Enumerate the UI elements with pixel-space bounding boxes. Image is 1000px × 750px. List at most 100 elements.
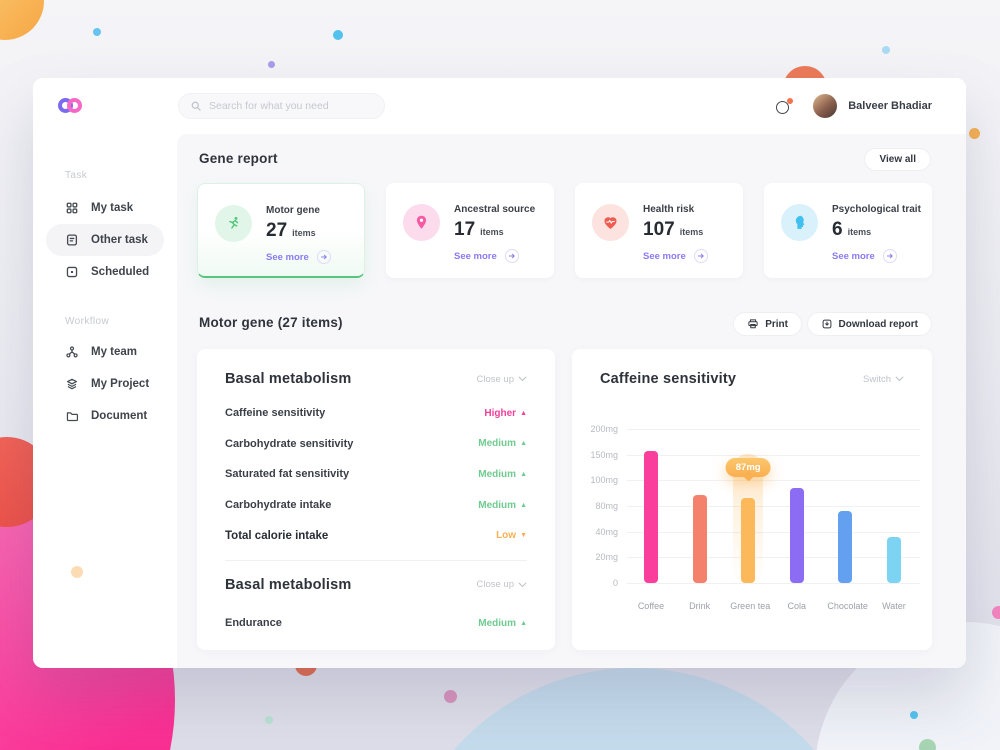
print-button[interactable]: Print (733, 312, 802, 336)
metric-value: Medium ▲ (478, 499, 527, 511)
folder-icon (66, 412, 79, 422)
stat-card-ancestral-source[interactable]: Ancestral source 17 items See more (386, 183, 554, 278)
metric-row-carbohydrate-intake[interactable]: Carbohydrate intake Medium ▲ (225, 499, 527, 512)
trend-up-icon: ▲ (520, 501, 527, 509)
chevron-down-icon (895, 376, 904, 382)
layers-icon (67, 378, 77, 390)
metric-row-endurance[interactable]: Endurance Medium ▲ (225, 617, 527, 630)
view-all-button[interactable]: View all (864, 148, 931, 171)
task-note-icon (66, 234, 78, 246)
decor-orange-circle-topleft (0, 0, 44, 40)
bar-coffee[interactable] (633, 429, 669, 583)
stat-card-psychological-trait[interactable]: Psychological trait 6 items See more (764, 183, 932, 278)
basal-metabolism-card: Basal metabolism Close up Caffeine sensi… (197, 349, 555, 650)
stat-card-unit: items (847, 227, 872, 237)
y-axis-tick: 200mg (590, 424, 618, 434)
trend-down-icon: ▼ (520, 532, 527, 540)
bar (692, 495, 707, 583)
decor-green-dot-bottom (919, 739, 936, 750)
search-icon (191, 101, 201, 111)
y-axis-tick: 0 (612, 578, 618, 588)
search-input[interactable]: Search for what you need (178, 93, 385, 119)
sidebar-item-scheduled[interactable]: Scheduled (33, 256, 177, 288)
x-axis-label: Cola (787, 601, 807, 611)
printer-icon (748, 319, 758, 329)
bars: 87mg (627, 429, 920, 583)
grid-icon (66, 202, 78, 214)
arrow-right-icon (693, 249, 708, 263)
y-axis-tick: 100mg (590, 475, 618, 486)
bar (741, 498, 756, 583)
stat-cards-row: Motor gene 27 items See more (197, 183, 932, 278)
stat-card-motor-gene[interactable]: Motor gene 27 items See more (197, 183, 365, 278)
app-logo[interactable] (58, 98, 84, 114)
metric-value: Low ▼ (496, 530, 527, 542)
download-report-button[interactable]: Download report (806, 312, 932, 336)
see-more-link[interactable]: See more (266, 250, 331, 264)
x-axis-label: Drink (689, 601, 711, 611)
metric-row-caffeine-sensitivity[interactable]: Caffeine sensitivity Higher ▲ (225, 407, 527, 420)
decor-cyan-dot (333, 30, 343, 40)
runner-icon (215, 205, 252, 242)
sidebar-section-workflow: Workflow (65, 316, 110, 327)
sidebar-item-my-task[interactable]: My task (33, 192, 177, 224)
see-more-link[interactable]: See more (832, 249, 897, 263)
notifications-button[interactable] (776, 97, 794, 115)
metric-row-total-calorie-intake[interactable]: Total calorie intake Low ▼ (225, 529, 527, 542)
sidebar-item-other-task[interactable]: Other task (46, 224, 164, 256)
chart-title: Caffeine sensitivity (600, 371, 737, 387)
arrow-right-icon (504, 249, 519, 263)
sidebar-item-my-project[interactable]: My Project (33, 368, 177, 400)
trend-up-icon: ▲ (520, 409, 527, 417)
stat-card-count: 17 (454, 219, 476, 240)
bar (644, 450, 658, 583)
bar-drink[interactable] (682, 429, 718, 583)
avatar[interactable] (813, 94, 838, 118)
metric-row-carbohydrate-sensitivity[interactable]: Carbohydrate sensitivity Medium ▲ (225, 437, 527, 450)
gridline (627, 480, 920, 482)
metric-row-saturated-fat-sensitivity[interactable]: Saturated fat sensitivity Medium ▲ (225, 468, 527, 481)
bar-chart: 200mg 150mg 100mg 80mg 40mg 20mg 0 (590, 424, 920, 611)
chart-tooltip: 87mg (725, 458, 771, 478)
decor-blue-circle-bottom (395, 668, 873, 750)
see-more-link[interactable]: See more (454, 249, 519, 263)
sidebar-item-label: Document (91, 410, 148, 422)
arrow-right-icon (316, 250, 331, 264)
topbar: Search for what you need Balveer Bhadiar (33, 78, 966, 134)
see-more-link[interactable]: See more (643, 249, 708, 263)
x-axis-label: Green tea (730, 601, 771, 611)
bar-water[interactable] (876, 429, 912, 583)
download-icon (822, 319, 831, 329)
stat-card-title: Ancestral source (454, 204, 536, 215)
card-title: Basal metabolism (225, 576, 352, 593)
decor-lightblue-dot (882, 46, 890, 54)
sidebar-item-label: Other task (91, 234, 148, 246)
scheduled-icon (66, 266, 78, 278)
switch-dropdown[interactable]: Switch (863, 374, 904, 385)
metric-value: Medium ▲ (478, 617, 527, 629)
map-pin-icon (403, 204, 440, 241)
metric-value: Medium ▲ (478, 468, 527, 480)
sidebar-item-label: My Project (91, 378, 150, 390)
stat-card-count: 27 (266, 220, 288, 241)
bar-green-tea[interactable]: 87mg (725, 429, 771, 583)
close-up-dropdown[interactable]: Close up (477, 374, 528, 385)
sidebar-item-document[interactable]: Document (33, 400, 177, 432)
stat-card-title: Motor gene (266, 205, 320, 216)
bar-cola[interactable] (779, 429, 815, 583)
sidebar-item-my-team[interactable]: My team (33, 336, 177, 368)
stat-card-health-risk[interactable]: Health risk 107 items See more (575, 183, 743, 278)
y-axis-tick: 150mg (590, 449, 618, 460)
stat-card-title: Psychological trait (832, 204, 921, 215)
user-name: Balveer Bhadiar (848, 100, 932, 112)
gridline (627, 557, 920, 559)
bar-chocolate[interactable] (827, 429, 863, 583)
close-up-dropdown[interactable]: Close up (477, 579, 528, 590)
sidebar-item-label: Scheduled (91, 266, 150, 278)
gridline (627, 506, 920, 507)
gridline (627, 531, 920, 533)
notification-bell-icon (776, 100, 790, 114)
stat-card-unit: items (480, 227, 504, 237)
arrow-right-icon (882, 249, 897, 263)
